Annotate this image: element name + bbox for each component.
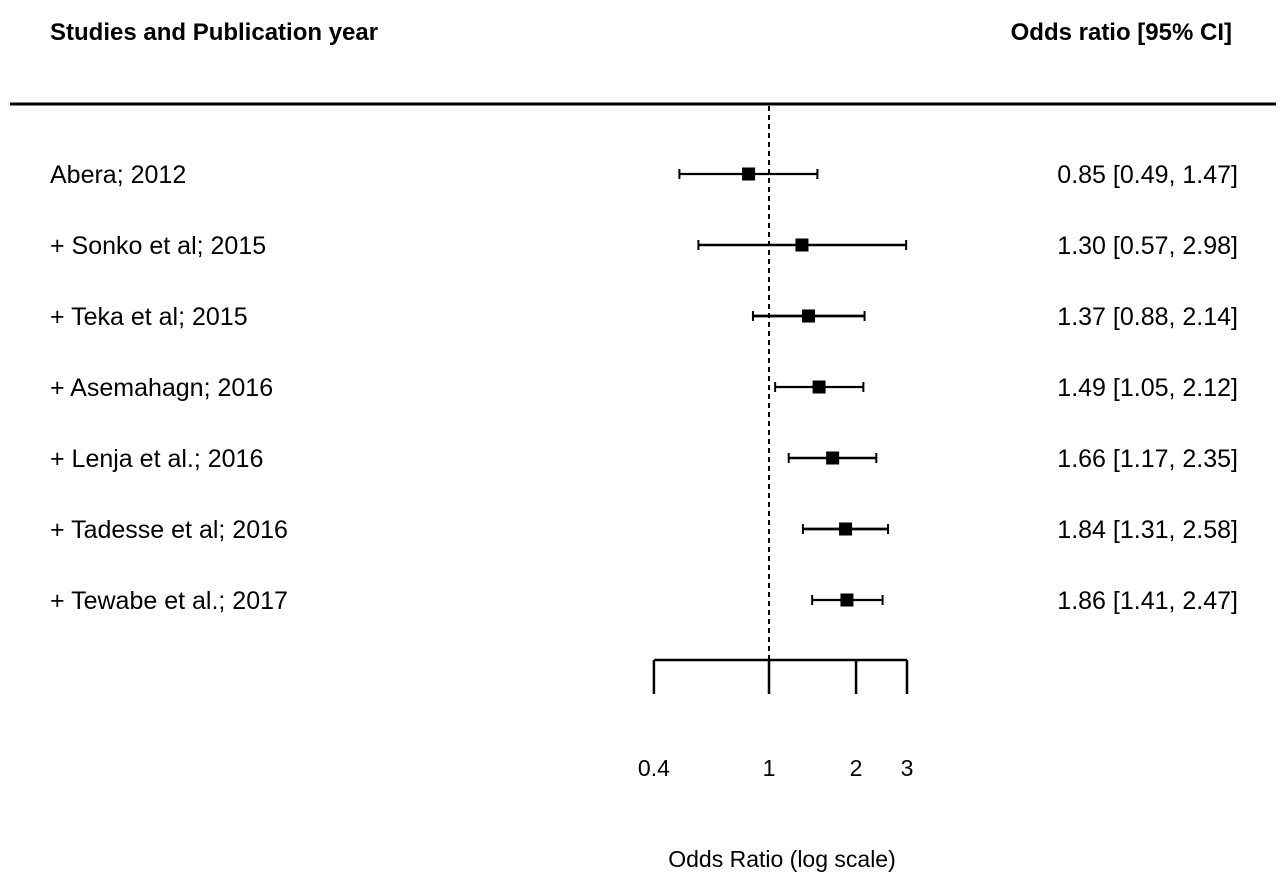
- study-label: + Teka et al; 2015: [50, 303, 248, 331]
- study-rows: Abera; 2012 0.85 [0.49, 1.47] + Sonko et a…: [50, 106, 1238, 660]
- odds-ratio-value: 1.37 [0.88, 2.14]: [1057, 303, 1238, 331]
- point-estimate-marker: [826, 451, 840, 465]
- point-estimate-marker: [839, 522, 853, 536]
- odds-ratio-value: 1.84 [1.31, 2.58]: [1057, 516, 1238, 544]
- study-row: Abera; 2012 0.85 [0.49, 1.47]: [50, 161, 1238, 189]
- odds-ratio-value: 1.30 [0.57, 2.98]: [1057, 232, 1238, 260]
- study-label: + Lenja et al.; 2016: [50, 445, 263, 473]
- study-label: Abera; 2012: [50, 161, 186, 189]
- odds-ratio-value: 1.49 [1.05, 2.12]: [1057, 374, 1238, 402]
- x-tick-label: 0.4: [638, 755, 670, 781]
- study-row: + Lenja et al.; 2016 1.66 [1.17, 2.35]: [50, 445, 1238, 473]
- x-tick-label: 1: [763, 755, 776, 781]
- x-tick-label: 3: [901, 755, 914, 781]
- odds-ratio-value: 1.86 [1.41, 2.47]: [1057, 587, 1238, 615]
- point-estimate-marker: [840, 593, 854, 607]
- point-estimate-marker: [802, 309, 816, 323]
- x-axis: 0.4 1 2 3: [638, 658, 914, 781]
- study-label: + Tadesse et al; 2016: [50, 516, 288, 544]
- x-tick-label: 2: [850, 755, 863, 781]
- estimate-column-header: Odds ratio [95% CI]: [1011, 19, 1232, 46]
- study-row: + Asemahagn; 2016 1.49 [1.05, 2.12]: [50, 374, 1238, 402]
- study-row: + Tadesse et al; 2016 1.84 [1.31, 2.58]: [50, 516, 1238, 544]
- studies-column-header: Studies and Publication year: [50, 19, 378, 46]
- study-row: + Tewabe et al.; 2017 1.86 [1.41, 2.47]: [50, 587, 1238, 615]
- point-estimate-marker: [742, 167, 756, 181]
- odds-ratio-value: 0.85 [0.49, 1.47]: [1057, 161, 1238, 189]
- study-label: + Sonko et al; 2015: [50, 232, 266, 260]
- point-estimate-marker: [812, 380, 826, 394]
- study-row: + Sonko et al; 2015 1.30 [0.57, 2.98]: [50, 232, 1238, 260]
- point-estimate-marker: [795, 238, 809, 252]
- study-row: + Teka et al; 2015 1.37 [0.88, 2.14]: [50, 303, 1238, 331]
- study-label: + Asemahagn; 2016: [50, 374, 273, 402]
- x-axis-title: Odds Ratio (log scale): [668, 846, 896, 872]
- study-label: + Tewabe et al.; 2017: [50, 587, 288, 615]
- odds-ratio-value: 1.66 [1.17, 2.35]: [1057, 445, 1238, 473]
